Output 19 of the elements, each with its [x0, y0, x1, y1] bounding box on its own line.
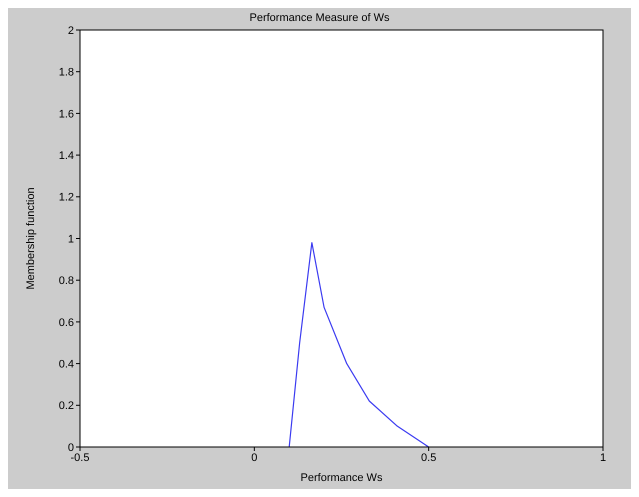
- y-tick-label: 0.8: [58, 275, 74, 288]
- x-tick-label: 1: [600, 452, 606, 464]
- y-tick-label: 0: [68, 442, 74, 454]
- x-axis-title: Performance Ws: [300, 472, 383, 484]
- line-series: [288, 242, 430, 447]
- x-tick-label: 0: [251, 452, 258, 464]
- y-tick-label: 1.2: [58, 192, 74, 204]
- y-tick-label: 1.4: [58, 150, 74, 162]
- chart-title: Performance Measure of Ws: [248, 12, 390, 24]
- x-tick-label: 0.5: [421, 452, 436, 464]
- y-axis-title: Membership function: [24, 187, 37, 290]
- y-tick-label: 1.8: [58, 66, 74, 79]
- y-tick-label: 0.6: [58, 316, 74, 329]
- y-tick-label: 2: [68, 24, 74, 37]
- y-tick-label: 0.4: [58, 358, 74, 371]
- x-tick-label: -0.5: [70, 452, 90, 464]
- y-tick-label: 1.6: [58, 108, 74, 120]
- y-tick-label: 0.2: [58, 400, 74, 412]
- y-tick-label: 1: [68, 233, 74, 246]
